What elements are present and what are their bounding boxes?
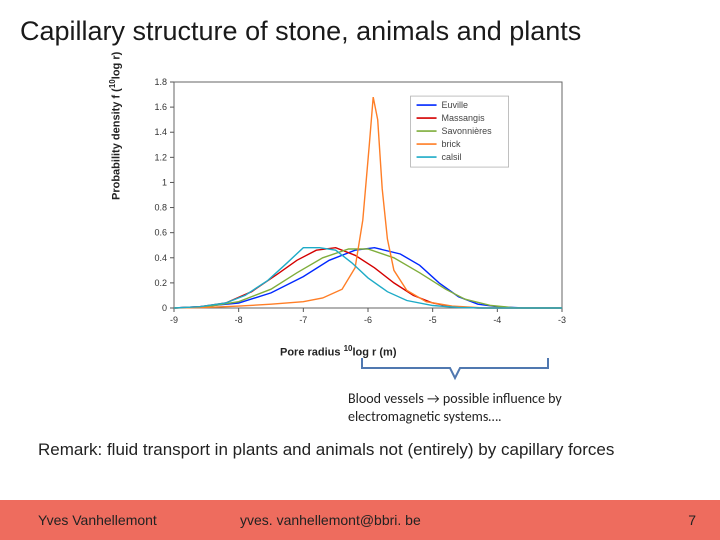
svg-text:0.4: 0.4 — [154, 253, 167, 263]
svg-text:-7: -7 — [299, 315, 307, 325]
slide-title: Capillary structure of stone, animals an… — [20, 16, 700, 47]
svg-text:-4: -4 — [493, 315, 501, 325]
remark-text: Remark: fluid transport in plants and an… — [38, 440, 680, 460]
svg-text:Savonnières: Savonnières — [442, 126, 493, 136]
svg-text:-5: -5 — [429, 315, 437, 325]
annotation-line2: electromagnetic systems…. — [348, 408, 502, 425]
footer-bar: Yves Vanhellemont yves. vanhellemont@bbr… — [0, 500, 720, 540]
annotation-text: Blood vessels → possible influence by el… — [348, 390, 562, 425]
svg-text:0.6: 0.6 — [154, 228, 167, 238]
range-bracket — [360, 356, 550, 384]
svg-text:1.2: 1.2 — [154, 152, 167, 162]
svg-text:0: 0 — [162, 303, 167, 313]
svg-text:-9: -9 — [170, 315, 178, 325]
chart-svg: 0 0.2 0.4 0.6 0.8 1 1.2 1.4 1.6 1.8 -9 -8 -7 -6 -5 -4 -3… — [130, 64, 570, 344]
svg-text:0.8: 0.8 — [154, 203, 167, 213]
svg-text:brick: brick — [442, 139, 462, 149]
footer-page-number: 7 — [688, 512, 696, 528]
annotation-line1: Blood vessels → possible influence by — [348, 390, 562, 407]
svg-text:-6: -6 — [364, 315, 372, 325]
svg-text:1.4: 1.4 — [154, 127, 167, 137]
svg-text:1: 1 — [162, 177, 167, 187]
svg-text:Euville: Euville — [442, 100, 469, 110]
svg-text:1.8: 1.8 — [154, 77, 167, 87]
svg-text:calsil: calsil — [442, 152, 462, 162]
svg-text:-8: -8 — [235, 315, 243, 325]
y-axis-label: Probability density f (10log r) — [108, 52, 123, 200]
chart: 0 0.2 0.4 0.6 0.8 1 1.2 1.4 1.6 1.8 -9 -8 -7 -6 -5 -4 -3… — [130, 64, 570, 344]
svg-text:0.2: 0.2 — [154, 278, 167, 288]
slide: Capillary structure of stone, animals an… — [0, 0, 720, 540]
footer-author: Yves Vanhellemont — [38, 512, 157, 528]
svg-text:1.6: 1.6 — [154, 102, 167, 112]
svg-text:Massangis: Massangis — [442, 113, 486, 123]
footer-email: yves. vanhellemont@bbri. be — [240, 512, 421, 528]
svg-text:-3: -3 — [558, 315, 566, 325]
